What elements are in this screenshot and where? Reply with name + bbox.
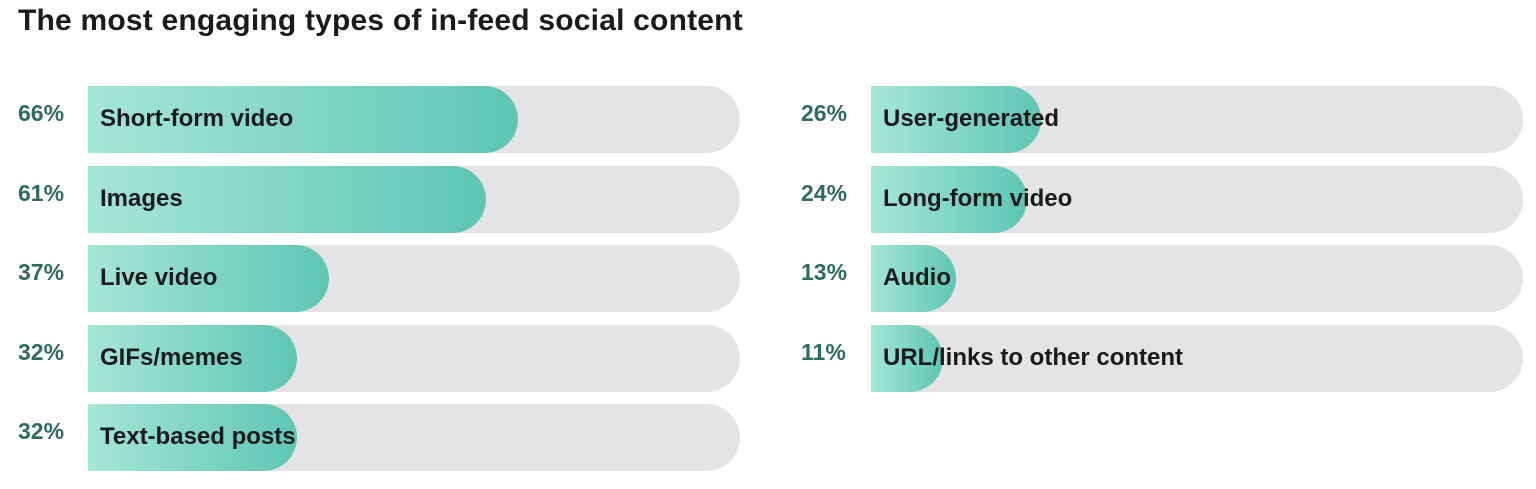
percent-label: 61%	[18, 179, 65, 206]
bar-fill	[871, 245, 956, 312]
bar-label: GIFs/memes	[100, 343, 243, 371]
bar-label: Live video	[100, 264, 218, 291]
bar-track: Short-form video	[88, 86, 740, 153]
bar-label: Short-form video	[100, 105, 294, 132]
bar-track: Images	[88, 165, 740, 233]
percent-label: 24%	[801, 179, 848, 206]
bar-label: Images	[100, 184, 183, 212]
bar-row: 66% Short-form video	[0, 86, 745, 153]
bar-track: Text-based posts	[88, 404, 740, 471]
percent-label: 66%	[18, 100, 65, 126]
bar-track: Audio	[871, 245, 1523, 312]
percent-label: 32%	[18, 418, 65, 444]
bar-label: URL/links to other content	[883, 343, 1183, 371]
bar-row: 26% User-generated	[783, 86, 1528, 153]
bar-fill	[871, 165, 1028, 233]
bar-row: 32% GIFs/memes	[0, 324, 745, 392]
left-column: 66% Short-form video 61% Images 37% Live…	[0, 86, 745, 484]
bar-row: 24% Long-form video	[783, 165, 1528, 233]
bar-fill	[88, 404, 297, 471]
bar-label: Audio	[883, 264, 951, 291]
bar-fill	[88, 86, 519, 153]
bar-track: Long-form video	[871, 165, 1523, 233]
bar-fill	[871, 86, 1041, 153]
bar-row: 13% Audio	[783, 245, 1528, 312]
percent-label: 32%	[18, 338, 65, 365]
bar-track: URL/links to other content	[871, 324, 1523, 392]
chart-title: The most engaging types of in-feed socia…	[18, 4, 743, 37]
right-column: 26% User-generated 24% Long-form video 1…	[783, 86, 1528, 404]
bar-label: Long-form video	[883, 184, 1073, 212]
percent-label: 13%	[801, 259, 848, 285]
bar-label: Text-based posts	[100, 423, 296, 450]
bar-fill	[88, 165, 486, 233]
bar-row: 11% URL/links to other content	[783, 324, 1528, 392]
percent-label: 37%	[18, 259, 65, 285]
bar-fill	[88, 324, 297, 392]
percent-label: 26%	[801, 100, 848, 126]
bar-fill	[871, 324, 943, 392]
bar-fill	[88, 245, 330, 312]
bar-row: 32% Text-based posts	[0, 404, 745, 471]
bar-row: 37% Live video	[0, 245, 745, 312]
bar-track: User-generated	[871, 86, 1523, 153]
bar-row: 61% Images	[0, 165, 745, 233]
bar-track: GIFs/memes	[88, 324, 740, 392]
percent-label: 11%	[801, 338, 846, 365]
bar-label: User-generated	[883, 105, 1060, 132]
bar-track: Live video	[88, 245, 740, 312]
